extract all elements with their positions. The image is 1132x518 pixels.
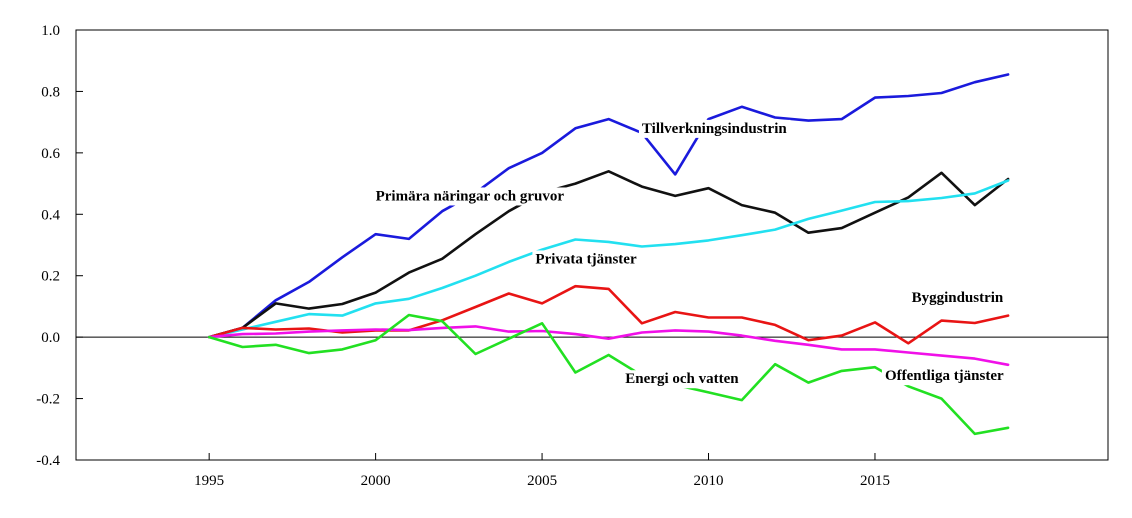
series-line-1 bbox=[207, 170, 1010, 339]
x-tick-label: 2005 bbox=[527, 473, 557, 489]
annotation-bg bbox=[622, 370, 743, 389]
y-tick-label: -0.2 bbox=[36, 392, 60, 408]
series-label: Byggindustrin bbox=[912, 290, 1004, 306]
y-tick-label: 0.8 bbox=[41, 84, 60, 100]
series-line-4 bbox=[207, 325, 1010, 367]
series-lines bbox=[207, 73, 1010, 436]
annotation-1: Primära näringar och gruvor bbox=[372, 187, 568, 206]
annotation-bg bbox=[532, 250, 640, 269]
annotation-3: Byggindustrin bbox=[908, 288, 1007, 307]
series-label: Primära näringar och gruvor bbox=[376, 188, 565, 204]
annotation-0: Tillverkningsindustrin bbox=[638, 119, 791, 138]
series-label: Energi och vatten bbox=[625, 371, 739, 387]
plot-border bbox=[75, 29, 1109, 461]
annotation-bg bbox=[881, 367, 1008, 386]
annotation-bg bbox=[908, 288, 1007, 307]
series-label: Tillverkningsindustrin bbox=[642, 121, 787, 137]
annotation-bg bbox=[372, 187, 568, 206]
annotation-2: Privata tjänster bbox=[532, 250, 640, 269]
y-tick-label: 0.4 bbox=[41, 207, 60, 223]
plot-frame bbox=[75, 29, 1109, 461]
x-tick-label: 1995 bbox=[194, 473, 224, 489]
series-line-0 bbox=[207, 73, 1010, 339]
series-line-5 bbox=[207, 313, 1010, 436]
x-tick-label: 2010 bbox=[694, 473, 724, 489]
series-label: Offentliga tjänster bbox=[885, 368, 1004, 384]
annotation-4: Energi och vatten bbox=[622, 370, 743, 389]
y-tick-label: 0.6 bbox=[41, 146, 60, 162]
x-axis: 1995 2000 2005 2010 2015 bbox=[194, 453, 890, 489]
series-line-2 bbox=[207, 179, 1010, 339]
annotation-bg bbox=[638, 119, 791, 138]
y-tick-label: 0.0 bbox=[41, 330, 60, 346]
y-tick-label: 1.0 bbox=[41, 23, 60, 39]
series-line-3 bbox=[207, 284, 1010, 345]
series-label: Privata tjänster bbox=[535, 251, 637, 267]
y-tick-label: -0.4 bbox=[36, 453, 60, 469]
y-tick-label: 0.2 bbox=[41, 269, 60, 285]
x-tick-label: 2000 bbox=[361, 473, 391, 489]
annotation-5: Offentliga tjänster bbox=[881, 367, 1008, 386]
series-annotations: Tillverkningsindustrin Primära näringar o… bbox=[372, 119, 1008, 389]
x-tick-label: 2015 bbox=[860, 473, 890, 489]
y-axis: 1.0 0.8 0.6 0.4 0.2 0.0 -0.2 -0.4 bbox=[36, 23, 83, 469]
